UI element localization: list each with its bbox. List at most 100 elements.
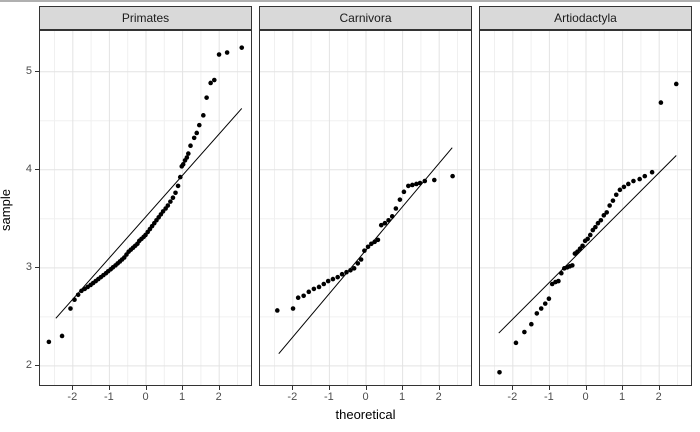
- x-tick-label: -1: [544, 391, 554, 403]
- facet-strip-label: Primates: [121, 11, 170, 25]
- data-point: [585, 236, 590, 242]
- data-point: [325, 278, 331, 284]
- data-point: [406, 183, 411, 189]
- x-tick-mark: [548, 386, 550, 390]
- gridlines-major: [479, 30, 692, 386]
- facet-strip-label: Carnivora: [339, 11, 392, 25]
- x-tick-mark: [328, 386, 330, 390]
- x-tick-label: -1: [324, 391, 334, 403]
- data-point: [556, 278, 561, 284]
- data-point: [637, 176, 642, 182]
- data-point: [358, 257, 364, 262]
- data-point: [330, 276, 336, 282]
- x-tick-label: 0: [582, 391, 589, 403]
- data-point: [75, 292, 81, 298]
- qq-reference-line: [498, 155, 677, 334]
- x-tick-label: 2: [215, 391, 222, 403]
- data-point: [570, 263, 575, 268]
- data-point: [188, 143, 193, 149]
- x-tick-label: -2: [67, 391, 78, 403]
- data-point: [538, 306, 544, 311]
- data-point: [351, 266, 357, 271]
- x-tick-mark: [622, 386, 624, 390]
- facet-strip-label: Artiodactyla: [554, 11, 617, 25]
- x-tick-mark: [145, 386, 147, 390]
- x-tick-label: 1: [399, 391, 406, 403]
- data-point: [59, 333, 65, 339]
- qq-points: [497, 81, 679, 375]
- data-point: [607, 203, 612, 208]
- data-point: [321, 281, 327, 287]
- qq-points: [46, 45, 245, 345]
- facet-strip: Carnivora: [259, 6, 472, 30]
- data-point: [610, 198, 616, 203]
- data-point: [497, 369, 502, 375]
- data-point: [173, 190, 178, 196]
- data-point: [191, 135, 197, 141]
- data-point: [522, 329, 527, 335]
- data-point: [365, 244, 371, 250]
- data-point: [165, 203, 171, 208]
- x-tick-label: -1: [104, 391, 114, 403]
- data-point: [301, 293, 306, 299]
- x-tick-mark: [438, 386, 440, 390]
- data-point: [401, 189, 407, 195]
- data-point: [177, 174, 183, 180]
- y-tick-mark: [35, 169, 39, 171]
- data-point: [587, 232, 593, 238]
- data-point: [295, 295, 301, 301]
- data-point: [224, 50, 230, 55]
- y-tick-label: 3: [25, 261, 32, 274]
- data-point: [580, 243, 585, 249]
- x-tick-mark: [402, 386, 404, 390]
- window-top-edge: [0, 0, 700, 2]
- data-point: [621, 184, 627, 190]
- data-point: [201, 113, 206, 118]
- data-point: [186, 151, 191, 156]
- panel-plot-area: [259, 30, 472, 386]
- data-point: [595, 220, 601, 226]
- data-point: [559, 270, 564, 276]
- data-point: [534, 311, 540, 316]
- data-point: [216, 52, 222, 57]
- data-point: [546, 296, 552, 302]
- data-point: [180, 162, 186, 167]
- data-point: [658, 100, 664, 105]
- x-tick-mark: [72, 386, 74, 390]
- x-tick-label: -2: [507, 391, 518, 403]
- data-point: [196, 122, 202, 128]
- data-point: [184, 155, 190, 160]
- data-point: [362, 248, 367, 253]
- data-point: [414, 181, 419, 187]
- data-point: [450, 173, 455, 179]
- data-point: [239, 45, 245, 50]
- data-point: [168, 199, 173, 204]
- data-point: [673, 81, 679, 87]
- x-tick-label: -2: [287, 391, 298, 403]
- gridlines-minor: [259, 30, 472, 386]
- data-point: [389, 214, 395, 219]
- data-point: [274, 308, 280, 313]
- data-point: [386, 217, 391, 223]
- x-tick-label: 2: [435, 391, 442, 403]
- data-point: [513, 340, 519, 346]
- data-point: [382, 220, 388, 226]
- data-point: [72, 297, 77, 302]
- x-tick-mark: [182, 386, 184, 390]
- data-point: [613, 192, 619, 198]
- data-point: [170, 195, 176, 201]
- data-point: [593, 224, 598, 230]
- x-tick-mark: [585, 386, 587, 390]
- y-tick-label: 4: [25, 163, 32, 176]
- data-point: [335, 274, 340, 280]
- data-point: [68, 306, 73, 311]
- gridlines-major: [39, 30, 252, 386]
- qq-points: [274, 173, 455, 313]
- data-point: [311, 286, 317, 292]
- data-point: [649, 169, 655, 175]
- data-point: [46, 339, 52, 345]
- y-tick-mark: [35, 71, 39, 73]
- x-tick-label: 1: [179, 391, 186, 403]
- data-point: [375, 237, 381, 243]
